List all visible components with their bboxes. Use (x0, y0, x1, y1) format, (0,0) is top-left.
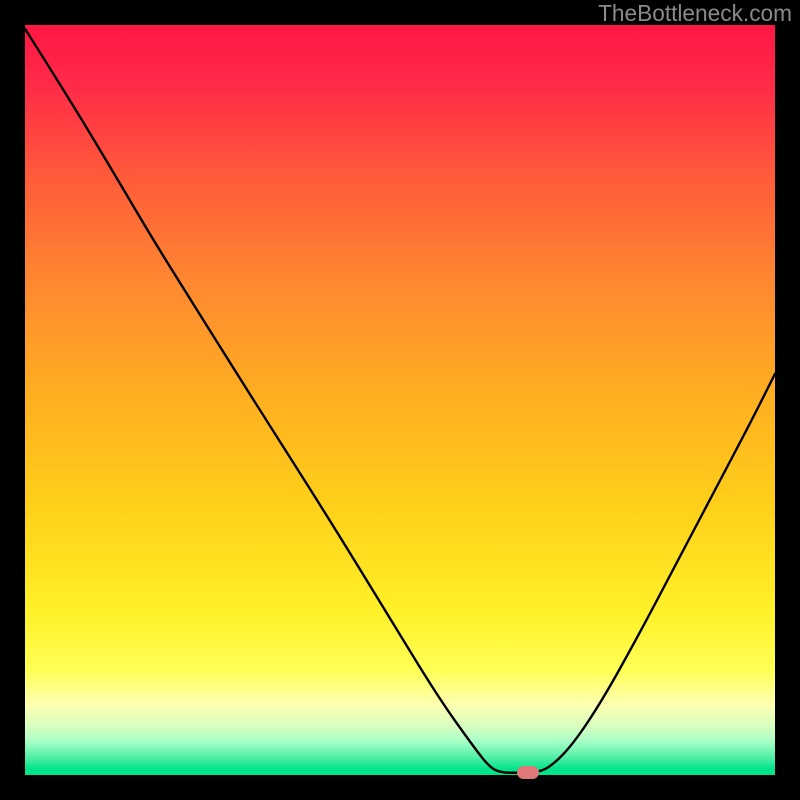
chart-frame: TheBottleneck.com (0, 0, 800, 800)
optimal-marker (517, 766, 539, 779)
bottleneck-curve (0, 0, 800, 800)
watermark-text: TheBottleneck.com (598, 0, 792, 27)
curve-path (25, 29, 775, 773)
